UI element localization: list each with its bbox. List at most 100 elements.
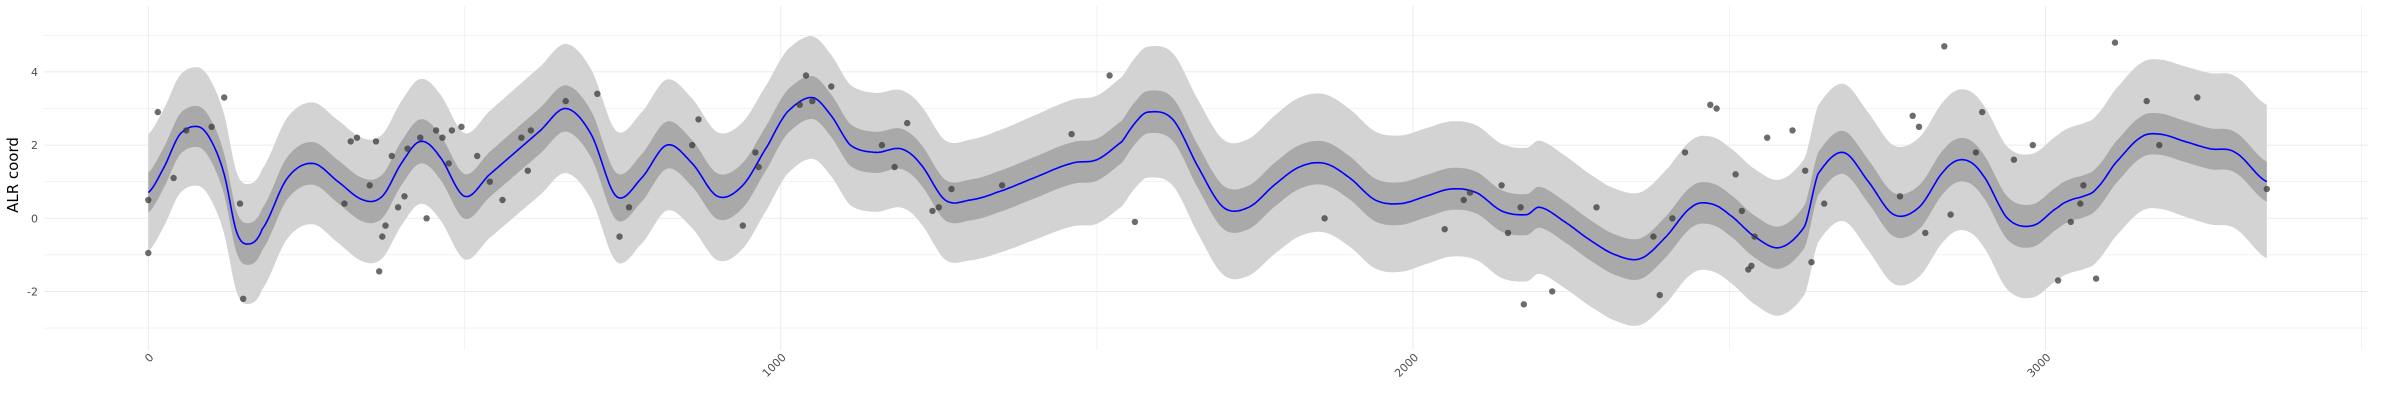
data-point (527, 127, 535, 134)
data-point (1713, 105, 1720, 112)
data-point (394, 204, 402, 211)
x-tick-label: 2000 (1392, 351, 1421, 380)
inner-band (148, 76, 2267, 280)
data-point (439, 134, 446, 141)
data-point (948, 185, 955, 193)
data-point (423, 215, 430, 222)
data-point (1466, 189, 1474, 196)
data-point (689, 141, 696, 149)
data-point (1131, 218, 1139, 226)
data-point (1748, 262, 1755, 269)
data-point (236, 200, 244, 207)
data-point (878, 141, 886, 149)
data-point (1915, 123, 1923, 130)
data-point (1751, 233, 1758, 240)
data-point (755, 163, 762, 171)
data-point (809, 97, 816, 105)
data-point (1808, 259, 1815, 266)
data-point (2194, 94, 2201, 101)
data-point (366, 182, 373, 189)
data-point (376, 268, 383, 275)
data-point (2067, 218, 2074, 226)
data-point (347, 138, 354, 145)
data-point (445, 160, 452, 167)
data-point (1972, 149, 1980, 156)
data-point (145, 249, 152, 257)
data-point (486, 178, 493, 185)
data-point (998, 182, 1006, 189)
data-point (1517, 204, 1524, 211)
data-point (1321, 215, 1328, 222)
data-point (388, 152, 395, 160)
data-point (154, 108, 161, 116)
data-point (2029, 141, 2037, 149)
data-point (1922, 229, 1929, 237)
data-point (2080, 182, 2087, 189)
data-point (752, 149, 759, 156)
data-point (1947, 211, 1954, 218)
data-point (208, 123, 215, 130)
data-point (2143, 97, 2150, 105)
data-point (904, 119, 911, 127)
data-point (372, 138, 380, 145)
data-point (1979, 108, 1986, 116)
data-point (183, 127, 190, 134)
data-point (802, 72, 810, 79)
data-point (796, 101, 803, 109)
data-point (562, 97, 569, 105)
mean-line (147, 96, 2268, 261)
data-point (616, 233, 623, 240)
data-point (1656, 291, 1663, 299)
data-point (2263, 185, 2270, 193)
data-point (382, 222, 389, 229)
data-point (2092, 275, 2100, 282)
data-point (1896, 193, 1904, 200)
data-point (1549, 288, 1556, 295)
data-point (1707, 101, 1714, 109)
data-point (1650, 233, 1657, 240)
mean-line-layer (147, 96, 2268, 261)
y-tick-label: 0 (31, 212, 38, 225)
data-point (2077, 200, 2084, 207)
data-point (2010, 156, 2018, 163)
data-point (935, 204, 942, 211)
data-point (1909, 112, 1916, 120)
data-point (1106, 72, 1113, 79)
data-point (401, 193, 408, 200)
data-point (594, 90, 601, 98)
data-point (404, 145, 411, 152)
data-point (1802, 167, 1809, 174)
data-point (891, 163, 898, 171)
data-point (1764, 134, 1771, 141)
data-point (1068, 130, 1075, 138)
data-point (929, 207, 936, 215)
data-point (625, 204, 633, 211)
data-point (1441, 226, 1448, 233)
data-point (1520, 301, 1528, 308)
data-point (170, 174, 177, 182)
data-point (828, 83, 835, 90)
y-tick-label: 2 (31, 139, 38, 152)
y-tick-label: 4 (31, 66, 38, 79)
data-point (458, 123, 465, 130)
data-point (1669, 215, 1676, 222)
data-point (379, 233, 386, 240)
y-axis-title: ALR coord (4, 137, 22, 213)
data-point (1738, 207, 1746, 215)
data-point (145, 196, 152, 204)
data-point (1732, 171, 1739, 178)
data-point (417, 134, 424, 141)
x-tick-label: 3000 (2025, 351, 2054, 380)
data-point (1789, 127, 1796, 134)
data-point (240, 295, 247, 302)
data-point (353, 134, 361, 141)
data-point (2156, 141, 2163, 149)
data-point (341, 200, 348, 207)
data-point (1460, 196, 1467, 204)
data-point (448, 127, 456, 134)
data-point (474, 152, 481, 160)
data-point (499, 196, 506, 204)
data-point (1498, 182, 1505, 189)
data-point (1941, 43, 1948, 50)
